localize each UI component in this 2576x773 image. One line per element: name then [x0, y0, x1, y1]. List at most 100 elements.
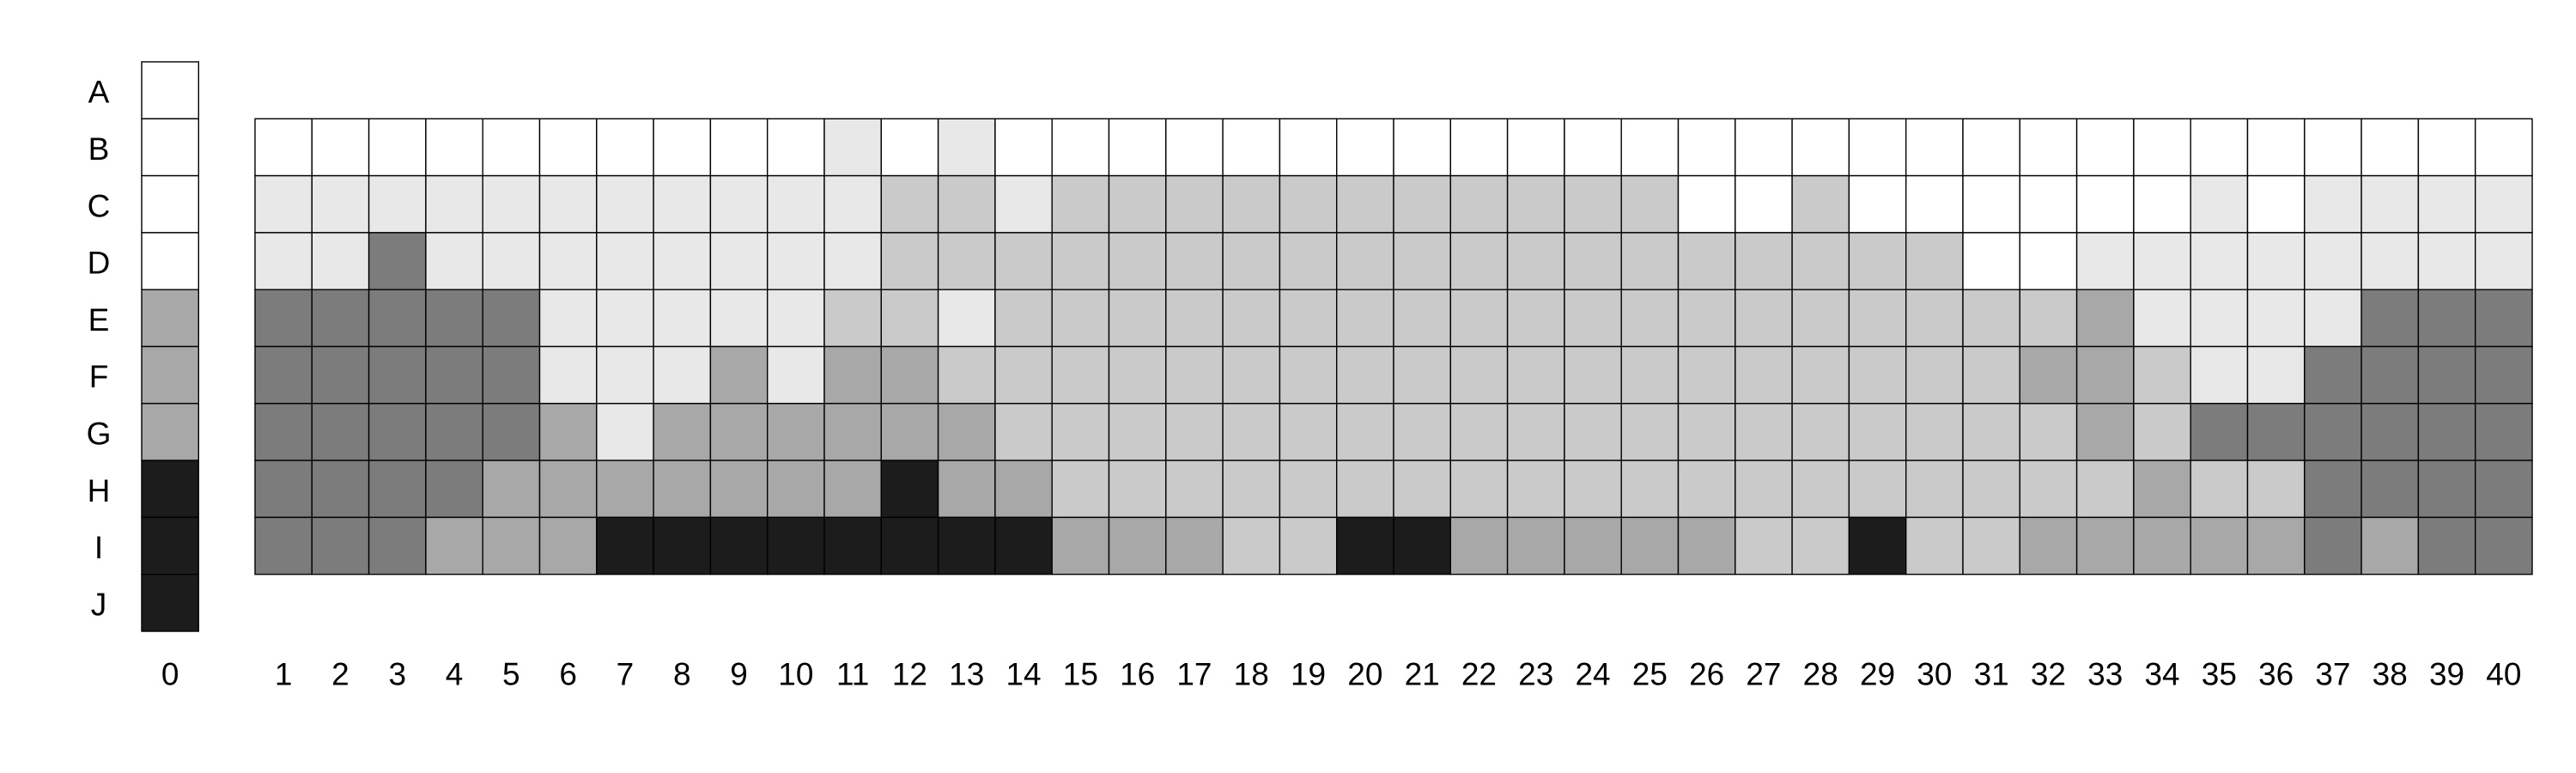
column-label-18: 18 — [1234, 657, 1269, 692]
cell-c-34 — [2133, 174, 2191, 234]
cell-g-6 — [538, 403, 598, 461]
column-label-36: 36 — [2258, 657, 2293, 692]
cell-c-27 — [1735, 174, 1793, 234]
cell-h-39 — [2417, 460, 2476, 519]
reference-cell-i — [141, 516, 200, 575]
cell-b-14 — [994, 118, 1053, 177]
cell-e-7 — [596, 289, 654, 348]
cell-g-3 — [368, 403, 427, 461]
cell-f-21 — [1393, 345, 1452, 405]
cell-d-3 — [368, 232, 427, 290]
cell-c-22 — [1449, 174, 1509, 234]
cell-i-38 — [2360, 516, 2420, 575]
cell-d-8 — [653, 232, 712, 290]
cell-d-11 — [823, 232, 883, 290]
row-label-a: A — [88, 75, 110, 110]
cell-e-9 — [709, 289, 769, 348]
cell-d-24 — [1564, 232, 1622, 290]
cell-h-12 — [880, 460, 939, 519]
cell-d-12 — [880, 232, 939, 290]
cell-d-9 — [709, 232, 769, 290]
cell-f-4 — [425, 345, 483, 405]
cell-f-13 — [937, 345, 996, 405]
cell-g-28 — [1791, 403, 1850, 461]
cell-d-18 — [1222, 232, 1281, 290]
cell-b-37 — [2304, 118, 2362, 177]
column-label-23: 23 — [1518, 657, 1553, 692]
cell-i-40 — [2474, 516, 2533, 575]
cell-c-38 — [2360, 174, 2420, 234]
row-label-f: F — [89, 359, 109, 394]
cell-c-35 — [2190, 174, 2249, 234]
cell-g-18 — [1222, 403, 1281, 461]
cell-h-2 — [311, 460, 370, 519]
cell-h-21 — [1393, 460, 1452, 519]
cell-e-15 — [1051, 289, 1110, 348]
cell-c-29 — [1848, 174, 1907, 234]
cell-e-36 — [2246, 289, 2306, 348]
cell-g-14 — [994, 403, 1053, 461]
cell-g-35 — [2190, 403, 2249, 461]
cell-i-11 — [823, 516, 883, 575]
cell-h-26 — [1677, 460, 1736, 519]
cell-e-27 — [1735, 289, 1793, 348]
cell-d-21 — [1393, 232, 1452, 290]
cell-b-21 — [1393, 118, 1452, 177]
column-label-31: 31 — [1974, 657, 2009, 692]
cell-i-21 — [1393, 516, 1452, 575]
cell-d-32 — [2019, 232, 2078, 290]
cell-h-13 — [937, 460, 996, 519]
cell-f-22 — [1449, 345, 1509, 405]
cell-i-6 — [538, 516, 598, 575]
cell-g-11 — [823, 403, 883, 461]
reference-cell-j — [141, 574, 200, 632]
cell-i-37 — [2304, 516, 2362, 575]
cell-b-15 — [1051, 118, 1110, 177]
cell-i-22 — [1449, 516, 1509, 575]
cell-f-19 — [1279, 345, 1338, 405]
cell-d-14 — [994, 232, 1053, 290]
cell-g-17 — [1165, 403, 1224, 461]
cell-i-35 — [2190, 516, 2249, 575]
column-label-19: 19 — [1291, 657, 1326, 692]
cell-f-16 — [1108, 345, 1167, 405]
cell-d-4 — [425, 232, 483, 290]
cell-b-4 — [425, 118, 483, 177]
cell-h-40 — [2474, 460, 2533, 519]
cell-f-5 — [482, 345, 541, 405]
cell-i-31 — [1962, 516, 2021, 575]
column-label-37: 37 — [2315, 657, 2350, 692]
cell-g-8 — [653, 403, 712, 461]
cell-f-10 — [767, 345, 825, 405]
cell-d-30 — [1905, 232, 1964, 290]
cell-g-1 — [254, 403, 313, 461]
reference-cell-f — [141, 345, 200, 405]
cell-e-11 — [823, 289, 883, 348]
cell-e-30 — [1905, 289, 1964, 348]
cell-b-24 — [1564, 118, 1622, 177]
cell-f-12 — [880, 345, 939, 405]
cell-c-18 — [1222, 174, 1281, 234]
cell-d-36 — [2246, 232, 2306, 290]
column-label-0: 0 — [161, 657, 179, 692]
cell-b-12 — [880, 118, 939, 177]
cell-f-1 — [254, 345, 313, 405]
column-label-33: 33 — [2087, 657, 2123, 692]
cell-d-20 — [1335, 232, 1394, 290]
column-label-14: 14 — [1005, 657, 1041, 692]
cell-i-20 — [1335, 516, 1394, 575]
cell-g-12 — [880, 403, 939, 461]
cell-c-13 — [937, 174, 996, 234]
cells-layer — [141, 61, 2533, 632]
cell-g-25 — [1620, 403, 1680, 461]
cell-b-26 — [1677, 118, 1736, 177]
cell-b-16 — [1108, 118, 1167, 177]
reference-cell-g — [141, 403, 200, 461]
column-label-21: 21 — [1405, 657, 1440, 692]
cell-h-11 — [823, 460, 883, 519]
cell-f-34 — [2133, 345, 2191, 405]
cell-e-24 — [1564, 289, 1622, 348]
cell-c-1 — [254, 174, 313, 234]
cell-g-13 — [937, 403, 996, 461]
